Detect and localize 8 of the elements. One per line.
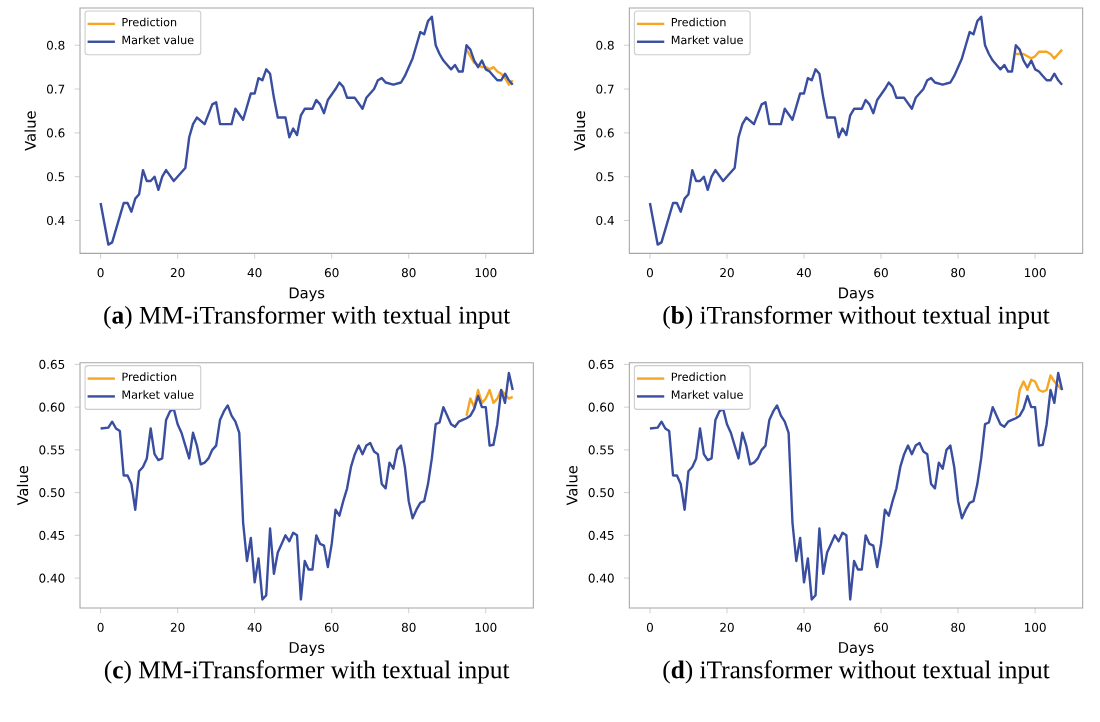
text: (d) iTransformer without textual input [663,660,1050,684]
text: (b) iTransformer without textual input [663,305,1050,329]
text: (a) MM-iTransformer with textual input [104,305,511,329]
line-series [465,388,514,417]
line-series [99,371,514,601]
line-series [1014,374,1064,417]
text: (c) MM-iTransformer with textual input [104,660,510,684]
line-series [648,371,1064,601]
